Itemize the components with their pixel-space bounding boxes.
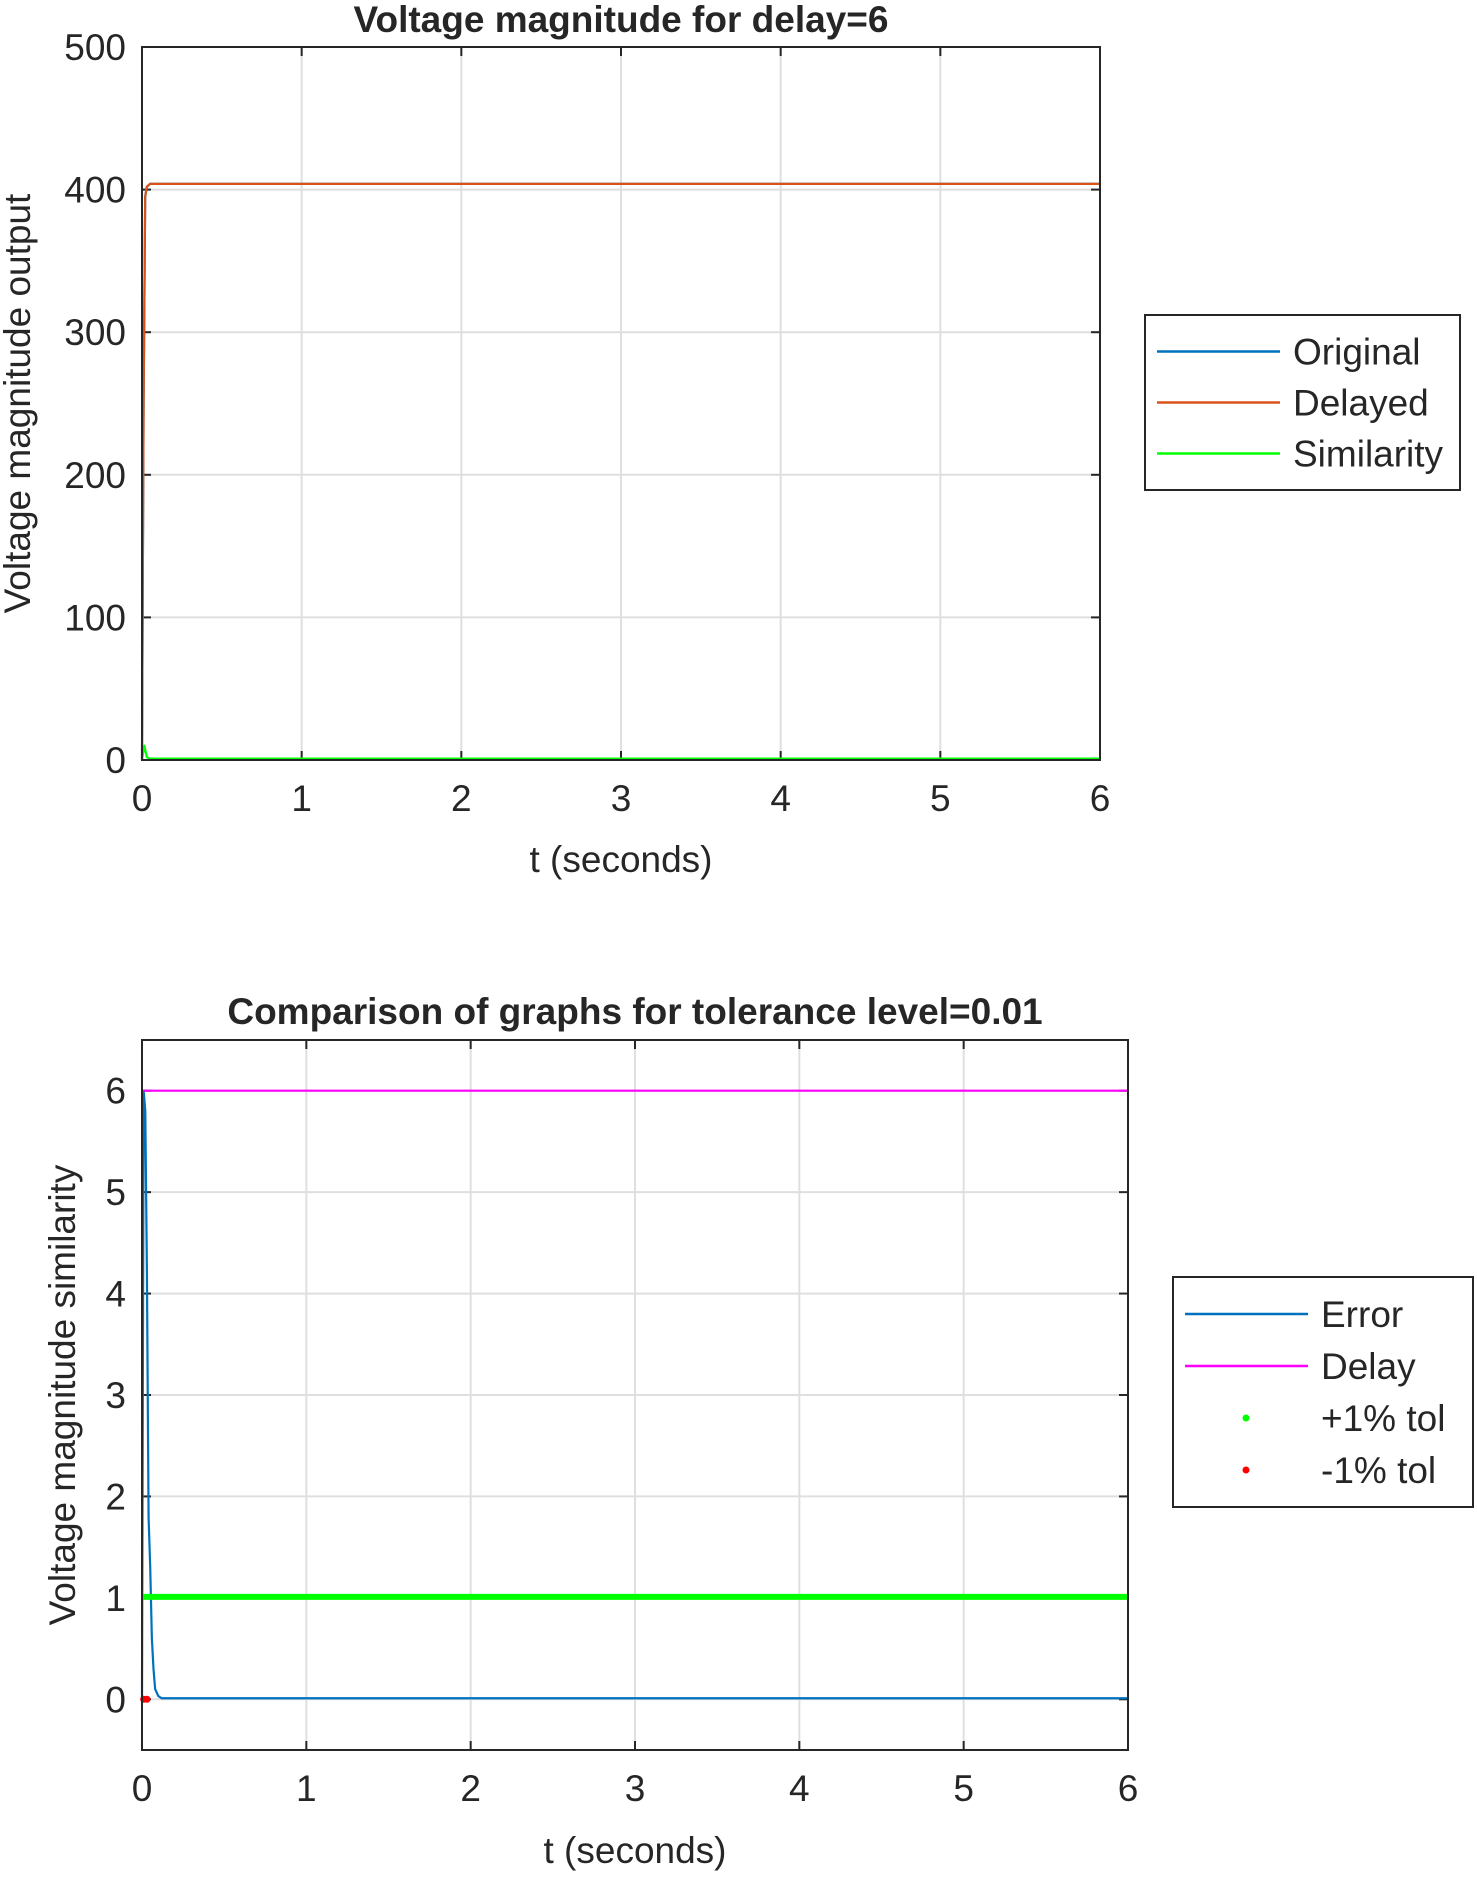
legend-label: Error (1321, 1294, 1403, 1335)
x-tick-label: 2 (460, 1768, 481, 1809)
legend-box (1172, 1276, 1474, 1508)
y-tick-label: 0 (105, 740, 126, 781)
y-tick-label: 0 (105, 1679, 126, 1720)
legend-label: +1% tol (1321, 1398, 1445, 1439)
y-tick-label: 1 (105, 1578, 126, 1619)
legend: Original Delayed Similarity (1144, 314, 1461, 491)
y-axis-label: Voltage magnitude similarity (42, 1164, 83, 1625)
x-axis-label: t (seconds) (529, 839, 712, 880)
legend-marker (1242, 1414, 1250, 1422)
legend-label: Delay (1321, 1346, 1416, 1387)
axes-frame (141, 1039, 1129, 1751)
y-tick-label: 200 (64, 455, 126, 496)
legend-entry: Delay (1185, 1346, 1416, 1387)
x-tick-label: 3 (625, 1768, 646, 1809)
x-tick-label: 3 (611, 778, 632, 819)
series-similarity-line (140, 744, 1100, 761)
x-tick-label: 6 (1118, 1768, 1139, 1809)
legend-label: Similarity (1293, 434, 1444, 475)
axes-frame (141, 46, 1101, 761)
legend-label: -1% tol (1321, 1450, 1436, 1491)
ticks: 0 1 2 3 4 5 6 0 100 200 300 400 500 (64, 27, 1110, 819)
x-tick-label: 2 (451, 778, 472, 819)
series-group (140, 1089, 1128, 1703)
y-tick-label: 5 (105, 1172, 126, 1213)
legend-entry: Original (1157, 332, 1421, 373)
x-tick-label: 4 (789, 1768, 810, 1809)
x-tick-label: 1 (291, 778, 312, 819)
x-tick-label: 5 (953, 1768, 974, 1809)
chart-1: 0 1 2 3 4 5 6 0 100 200 300 400 500 Voltage magnitude… (0, 0, 1461, 880)
x-tick-label: 1 (296, 1768, 317, 1809)
chart-title: Voltage magnitude for delay=6 (354, 0, 889, 40)
x-tick-label: 6 (1090, 778, 1111, 819)
x-tick-label: 0 (132, 778, 153, 819)
legend: Error Delay +1% tol -1% tol (1172, 1276, 1474, 1508)
y-tick-label: 2 (105, 1476, 126, 1517)
y-tick-label: 500 (64, 27, 126, 68)
series-error-line (140, 1089, 1128, 1700)
x-axis-label: t (seconds) (543, 1830, 726, 1871)
legend-marker (1242, 1466, 1250, 1474)
y-tick-label: 300 (64, 312, 126, 353)
y-tick-label: 6 (105, 1071, 126, 1112)
y-tick-label: 100 (64, 597, 126, 638)
series-1-tol-point (143, 1695, 151, 1703)
chart-title: Comparison of graphs for tolerance level… (227, 991, 1042, 1032)
legend-label: Original (1293, 332, 1421, 373)
y-tick-label: 400 (64, 170, 126, 211)
legend-entry: Similarity (1157, 434, 1444, 475)
y-axis-label: Voltage magnitude output (0, 193, 38, 613)
x-tick-label: 5 (930, 778, 951, 819)
legend-entry: -1% tol (1242, 1450, 1436, 1491)
legend-entry: Delayed (1157, 383, 1429, 424)
series-group (140, 182, 1100, 761)
x-tick-label: 0 (132, 1768, 153, 1809)
legend-entry: +1% tol (1242, 1398, 1445, 1439)
series-delayed-line (140, 182, 1100, 761)
y-tick-label: 3 (105, 1375, 126, 1416)
legend-label: Delayed (1293, 383, 1429, 424)
legend-entry: Error (1185, 1294, 1403, 1335)
chart-2: 0 1 2 3 4 5 6 0 1 2 3 4 5 6 Comparison of graphs for t… (42, 991, 1474, 1871)
x-tick-label: 4 (770, 778, 791, 819)
y-tick-label: 4 (105, 1274, 126, 1315)
